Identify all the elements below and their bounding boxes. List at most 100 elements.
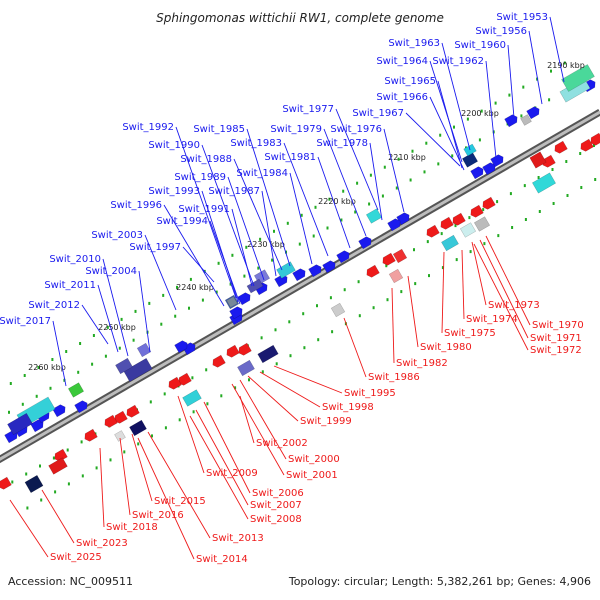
track-dot	[411, 149, 414, 153]
reverse-gene-arrow	[482, 196, 496, 210]
forward-gene-box	[276, 261, 296, 279]
track-dot	[275, 362, 278, 366]
gene-label[interactable]: Swit_2004	[85, 266, 137, 277]
gene-label[interactable]: Swit_1975	[444, 328, 496, 339]
kbp-ticks: 2190 kbp 2200 kbp 2210 kbp 2220 kbp 2230 kbp…	[28, 61, 585, 372]
gene-label[interactable]: Swit_1983	[230, 138, 282, 149]
gene-label[interactable]: Swit_1986	[368, 372, 420, 383]
gene-label[interactable]: Swit_1991	[178, 204, 230, 215]
gene-label[interactable]: Swit_1994	[156, 216, 208, 227]
gene-label[interactable]: Swit_1988	[180, 154, 232, 165]
gene-label[interactable]: Swit_2007	[250, 500, 302, 511]
track-dot	[23, 374, 26, 377]
callout-line	[429, 96, 465, 171]
forward-gene-box	[115, 357, 133, 375]
track-dot	[118, 346, 121, 350]
gene-label[interactable]: Swit_2013	[212, 533, 264, 544]
gene-label[interactable]: Swit_1960	[454, 40, 506, 51]
track-dot	[8, 410, 10, 414]
gene-label[interactable]: Swit_1978	[316, 138, 368, 149]
callout-line	[391, 287, 395, 364]
reverse-gene-arrow	[554, 140, 568, 154]
gene-label[interactable]: Swit_2009	[206, 468, 258, 479]
callout-line	[52, 320, 67, 387]
gene-label[interactable]: Swit_1995	[344, 388, 396, 399]
kbp-tick-label: 2230 kbp	[247, 240, 285, 249]
track-dot	[354, 210, 357, 214]
track-dot	[303, 346, 306, 350]
gene-label[interactable]: Swit_1979	[270, 124, 322, 135]
gene-label[interactable]: Swit_2001	[286, 470, 338, 481]
gene-label[interactable]: Swit_1976	[330, 124, 382, 135]
forward-gene-arrow	[30, 419, 44, 433]
gene-label[interactable]: Swit_1973	[488, 300, 540, 311]
gene-label[interactable]: Swit_1987	[208, 186, 260, 197]
callout-line	[247, 375, 299, 422]
gene-label[interactable]: Swit_1993	[148, 186, 200, 197]
gene-label[interactable]: Swit_1953	[496, 12, 548, 23]
gene-label[interactable]: Swit_2018	[106, 522, 158, 533]
track-dot	[342, 189, 345, 193]
track-dot	[329, 296, 332, 300]
gene-label[interactable]: Swit_1990	[148, 140, 200, 151]
track-dot	[206, 402, 209, 406]
gene-label[interactable]: Swit_2003	[91, 230, 143, 241]
track-dot	[357, 280, 360, 284]
gene-label[interactable]: Swit_2008	[250, 514, 302, 525]
gene-label[interactable]: Swit_2012	[28, 300, 80, 311]
gene-label[interactable]: Swit_1974	[466, 314, 518, 325]
reverse-gene-box	[24, 474, 44, 494]
track-dot	[358, 314, 361, 318]
gene-label[interactable]: Swit_1966	[376, 92, 428, 103]
gene-label[interactable]: Swit_2016	[132, 510, 184, 521]
track-dot	[566, 194, 569, 197]
track-dot	[149, 400, 152, 404]
gene-label[interactable]: Swit_1997	[129, 242, 181, 253]
track-dot	[565, 160, 568, 163]
gene-label[interactable]: Swit_1992	[122, 122, 174, 133]
track-dot	[243, 274, 246, 278]
gene-label[interactable]: Swit_1956	[475, 26, 527, 37]
gene-label[interactable]: Swit_2023	[76, 538, 128, 549]
reverse-gene-box	[114, 430, 126, 442]
gene-label[interactable]: Swit_2006	[252, 488, 304, 499]
gene-label[interactable]: Swit_1985	[193, 124, 245, 135]
gene-label[interactable]: Swit_1963	[388, 38, 440, 49]
gene-label[interactable]: Swit_2015	[154, 496, 206, 507]
gene-label[interactable]: Swit_1989	[174, 172, 226, 183]
gene-label[interactable]: Swit_1965	[384, 76, 436, 87]
gene-label[interactable]: Swit_1996	[110, 200, 162, 211]
gene-label[interactable]: Swit_1962	[432, 56, 484, 67]
gene-label[interactable]: Swit_1964	[376, 56, 428, 67]
callout-line	[259, 371, 321, 408]
track-dot	[536, 77, 539, 81]
track-dot	[120, 317, 123, 321]
gene-label[interactable]: Swit_1980	[420, 342, 472, 353]
reverse-gene-box	[129, 419, 147, 437]
gene-label[interactable]: Swit_1998	[322, 402, 374, 413]
gene-label[interactable]: Swit_2025	[50, 552, 102, 563]
gene-label[interactable]: Swit_1977	[282, 104, 334, 115]
gene-label[interactable]: Swit_1967	[352, 108, 404, 119]
gene-label[interactable]: Swit_1999	[300, 416, 352, 427]
gene-label[interactable]: Swit_1984	[236, 168, 288, 179]
callout-line	[441, 251, 445, 334]
gene-label[interactable]: Swit_1971	[530, 333, 582, 344]
gene-label[interactable]: Swit_2017	[0, 316, 51, 327]
callout-line	[203, 401, 251, 494]
forward-gene-box	[520, 114, 532, 126]
gene-label[interactable]: Swit_1970	[532, 320, 584, 331]
track-dot	[220, 394, 223, 398]
forward-gene-arrow	[52, 404, 66, 418]
gene-label[interactable]: Swit_1981	[264, 152, 316, 163]
gene-label[interactable]: Swit_2010	[49, 254, 101, 265]
gene-label[interactable]: Swit_2002	[256, 438, 308, 449]
callout-line	[549, 16, 565, 83]
track-dot	[123, 450, 126, 454]
gene-label[interactable]: Swit_2014	[196, 554, 248, 565]
gene-label[interactable]: Swit_2000	[288, 454, 340, 465]
track-dot	[340, 218, 343, 222]
gene-label[interactable]: Swit_1982	[396, 358, 448, 369]
gene-label[interactable]: Swit_2011	[44, 280, 96, 291]
gene-label[interactable]: Swit_1972	[530, 345, 582, 356]
